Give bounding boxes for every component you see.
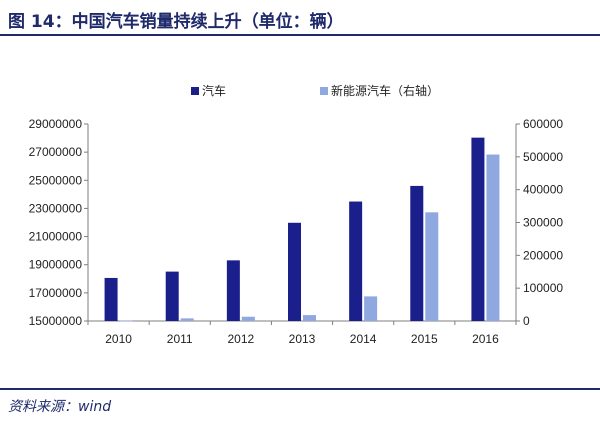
left-tick-label: 15000000 bbox=[29, 314, 83, 328]
legend-swatch bbox=[191, 87, 199, 95]
right-tick-label: 300000 bbox=[523, 216, 563, 230]
bar-nev-sales bbox=[303, 315, 316, 321]
title-rule bbox=[0, 34, 600, 36]
source-rule bbox=[0, 388, 600, 390]
bar-car-sales bbox=[349, 201, 363, 321]
bar-car-sales bbox=[471, 137, 485, 321]
bar-car-sales bbox=[165, 271, 179, 321]
bar-car-sales bbox=[104, 277, 118, 321]
right-axis: 600000 500000 400000 300000 200000 100000 0 bbox=[515, 117, 563, 328]
bar-nev-sales bbox=[119, 320, 133, 322]
left-tick-label: 21000000 bbox=[29, 230, 83, 244]
x-tick-label: 2011 bbox=[167, 332, 193, 346]
figure-title: 图 14：中国汽车销量持续上升（单位：辆） bbox=[8, 12, 344, 32]
bar-nev-sales bbox=[180, 318, 194, 321]
bar-nev-sales bbox=[486, 154, 500, 321]
x-axis: 2010 2011 2012 2013 2014 2015 2016 bbox=[87, 320, 517, 346]
legend-label: 汽车 bbox=[202, 83, 226, 98]
left-tick-label: 17000000 bbox=[29, 286, 83, 300]
left-tick-label: 27000000 bbox=[29, 145, 83, 159]
bar-nev-sales bbox=[364, 296, 378, 321]
legend: 汽车 新能源汽车（右轴） bbox=[191, 83, 439, 98]
right-tick-label: 200000 bbox=[523, 248, 563, 262]
bar-nev-sales bbox=[241, 316, 255, 321]
left-tick-label: 23000000 bbox=[29, 201, 83, 215]
right-tick-label: 100000 bbox=[523, 281, 563, 295]
right-tick-label: 600000 bbox=[523, 117, 563, 131]
bars bbox=[104, 137, 500, 322]
legend-swatch bbox=[320, 87, 328, 95]
x-tick-label: 2012 bbox=[228, 332, 255, 346]
right-tick-label: 500000 bbox=[523, 150, 563, 164]
chart: 汽车 新能源汽车（右轴） 29000000 27000000 25000000 2300… bbox=[29, 83, 564, 346]
left-tick-label: 19000000 bbox=[29, 258, 83, 272]
x-tick-label: 2013 bbox=[289, 332, 316, 346]
left-tick-label: 29000000 bbox=[29, 117, 83, 131]
bar-car-sales bbox=[410, 185, 424, 321]
legend-label: 新能源汽车（右轴） bbox=[331, 83, 439, 98]
right-tick-label: 400000 bbox=[523, 183, 563, 197]
right-tick-label: 0 bbox=[523, 314, 530, 328]
source-note: 资料来源：wind bbox=[8, 399, 112, 415]
bar-car-sales bbox=[226, 260, 240, 321]
bar-car-sales bbox=[288, 222, 301, 321]
x-tick-label: 2010 bbox=[105, 332, 132, 346]
x-tick-label: 2014 bbox=[350, 332, 377, 346]
left-tick-label: 25000000 bbox=[29, 173, 83, 187]
x-tick-label: 2015 bbox=[411, 332, 438, 346]
left-axis: 29000000 27000000 25000000 23000000 21000000… bbox=[29, 117, 89, 328]
x-tick-label: 2016 bbox=[472, 332, 499, 346]
bar-nev-sales bbox=[425, 212, 439, 321]
